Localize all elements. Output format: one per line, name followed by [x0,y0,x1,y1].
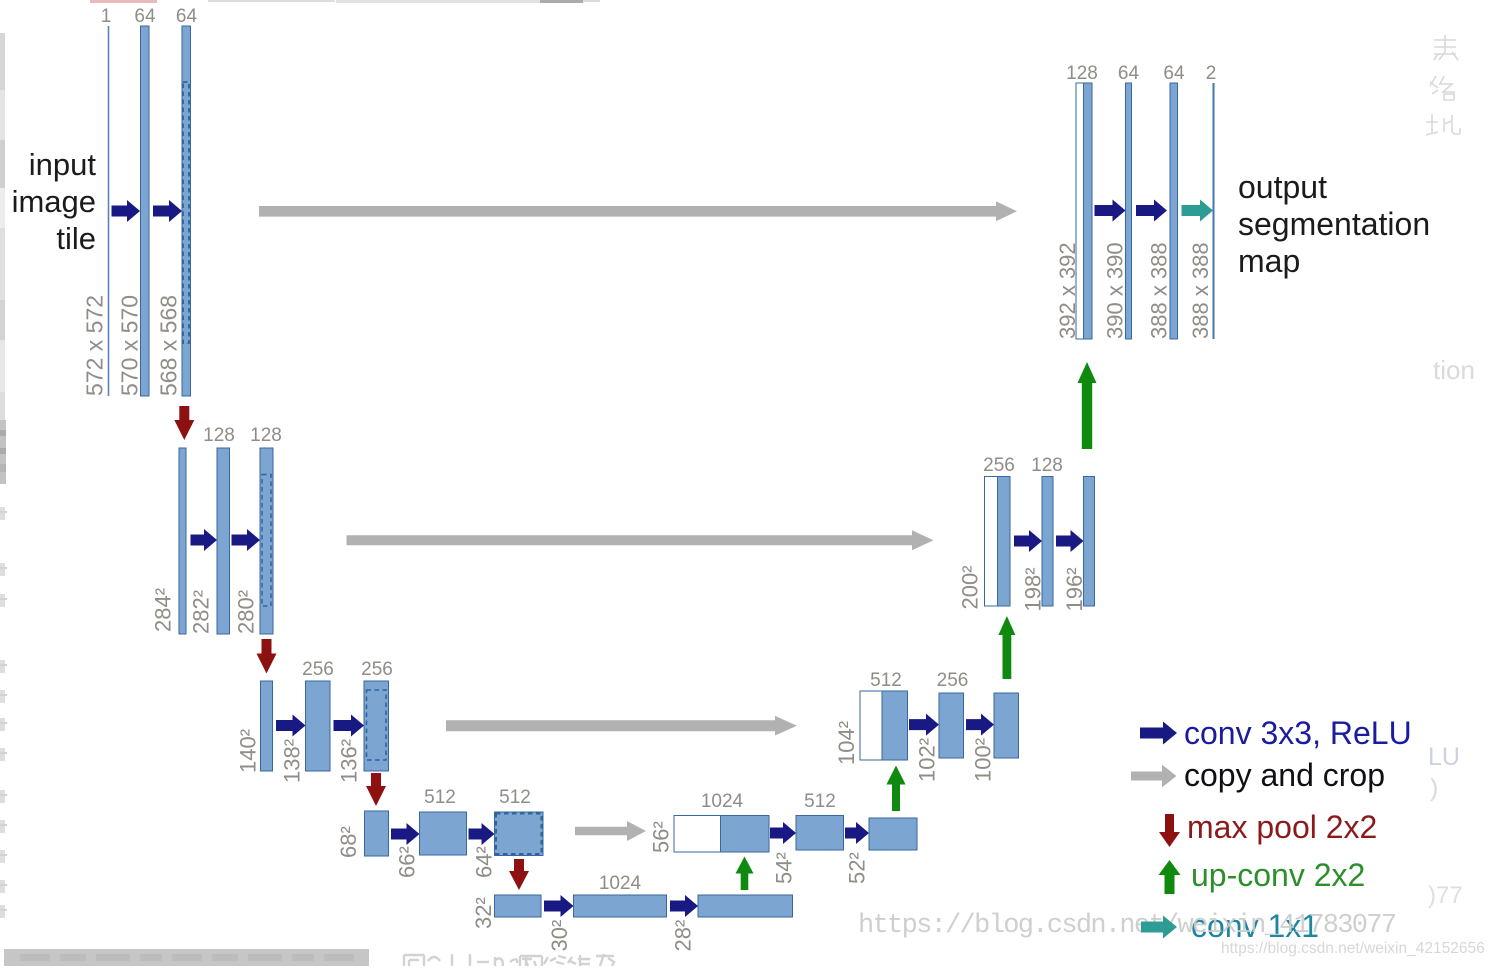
svg-text:392 x 392: 392 x 392 [1055,242,1080,339]
svg-text:output: output [1238,169,1327,205]
svg-text:256: 256 [983,455,1015,476]
svg-text:104²: 104² [834,721,859,765]
svg-text:390 x 390: 390 x 390 [1103,242,1128,339]
svg-text:256: 256 [361,659,393,680]
svg-text:128: 128 [203,425,235,446]
svg-text:52²: 52² [845,852,870,884]
svg-text:conv 3x3, ReLU: conv 3x3, ReLU [1184,715,1412,751]
svg-text:https://blog.csdn.net/weixin_4: https://blog.csdn.net/weixin_42152656 [1221,940,1485,957]
svg-text:1024: 1024 [701,791,744,812]
svg-text:image: image [12,184,96,219]
svg-text:256: 256 [302,659,334,680]
svg-text:56²: 56² [649,821,674,853]
svg-text:198²: 198² [1021,567,1046,611]
svg-text:input: input [29,147,97,182]
svg-text:map: map [1238,243,1300,279]
svg-text:1024: 1024 [599,873,642,894]
svg-text:64: 64 [134,6,156,27]
svg-text:54²: 54² [772,852,797,884]
svg-text:max pool 2x2: max pool 2x2 [1187,809,1377,845]
svg-text:256: 256 [937,670,969,691]
svg-text:tile: tile [56,221,96,256]
svg-text:https://blog.csdn.net/weixin_4: https://blog.csdn.net/weixin_41783077 [858,911,1396,941]
svg-text:64: 64 [1118,63,1140,84]
svg-text:200²: 200² [958,565,983,609]
svg-text:LU: LU [1428,743,1460,771]
svg-text:512: 512 [804,791,836,812]
svg-text:138²: 138² [280,739,305,783]
svg-text:568 x 568: 568 x 568 [156,295,182,396]
svg-text:66²: 66² [395,846,420,878]
svg-text:102²: 102² [915,738,940,782]
svg-text:28²: 28² [671,920,696,952]
svg-text:64: 64 [1163,63,1185,84]
svg-text:32²: 32² [471,897,496,929]
svg-text:conv 1x1: conv 1x1 [1191,908,1319,944]
svg-text:128: 128 [1066,63,1098,84]
svg-text:1: 1 [101,6,112,27]
svg-text:copy and crop: copy and crop [1184,757,1385,793]
svg-text:64²: 64² [472,846,497,878]
svg-text:512: 512 [870,670,902,691]
svg-text:282²: 282² [189,590,214,634]
svg-text:388 x 388: 388 x 388 [1147,242,1172,339]
svg-text:388 x 388: 388 x 388 [1188,242,1213,339]
svg-text:280²: 280² [234,590,259,634]
svg-text:512: 512 [499,787,531,808]
svg-text:100²: 100² [971,738,996,782]
svg-text:512: 512 [424,787,456,808]
svg-text:572 x 572: 572 x 572 [82,295,108,396]
svg-text:tion: tion [1433,355,1475,385]
svg-text:68²: 68² [336,826,361,858]
svg-text:196²: 196² [1062,567,1087,611]
svg-text:570 x 570: 570 x 570 [117,295,143,396]
svg-text:): ) [1430,774,1438,802]
svg-text:140²: 140² [236,729,261,773]
svg-text:2: 2 [1206,63,1217,84]
svg-text:64: 64 [176,6,198,27]
svg-text:)77: )77 [1428,882,1463,909]
svg-text:136²: 136² [337,739,362,783]
svg-text:284²: 284² [151,588,176,632]
svg-text:128: 128 [1031,455,1063,476]
svg-text:up-conv 2x2: up-conv 2x2 [1191,857,1365,893]
svg-text:128: 128 [250,425,282,446]
svg-text:segmentation: segmentation [1238,206,1430,242]
svg-text:30²: 30² [547,920,572,952]
